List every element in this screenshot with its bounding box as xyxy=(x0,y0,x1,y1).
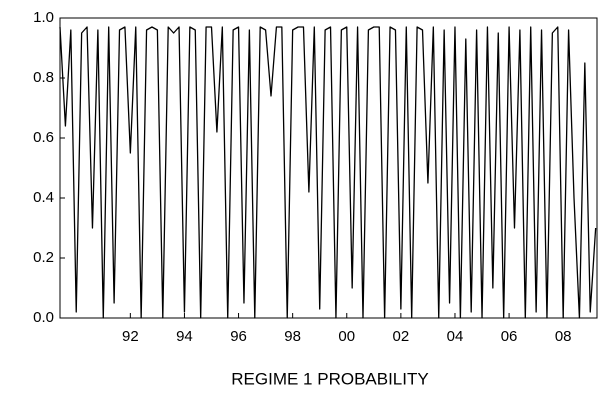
x-tick-label: 02 xyxy=(393,328,410,345)
plot-frame xyxy=(59,17,598,319)
y-tick-label: 0.4 xyxy=(33,189,54,206)
y-tick-label: 0.0 xyxy=(33,309,54,326)
y-tick-label: 0.2 xyxy=(33,249,54,266)
x-tick-label: 06 xyxy=(501,328,518,345)
x-tick-label: 94 xyxy=(176,328,193,345)
chart-title: REGIME 1 PROBABILITY xyxy=(231,369,428,388)
x-tick-label: 92 xyxy=(122,328,139,345)
y-tick-label: 0.8 xyxy=(33,69,54,86)
x-tick-label: 98 xyxy=(284,328,301,345)
series-line xyxy=(59,26,597,319)
y-tick-label: 1.0 xyxy=(33,9,54,26)
x-tick-label: 04 xyxy=(447,328,464,345)
x-tick-label: 96 xyxy=(230,328,247,345)
x-tick-label: 00 xyxy=(338,328,355,345)
y-tick-label: 0.6 xyxy=(33,129,54,146)
x-tick-label: 08 xyxy=(555,328,572,345)
